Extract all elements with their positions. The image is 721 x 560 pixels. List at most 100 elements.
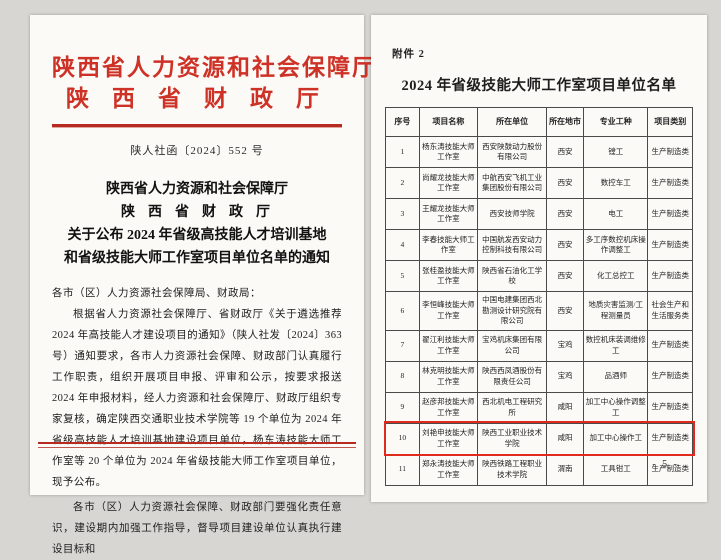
notice-page: 陕西省人力资源和社会保障厅 陕西省财政厅 陕人社函〔2024〕552 号 陕西省… (30, 15, 377, 555)
document-title-line1: 陕西省人力资源和社会保障厅 (106, 182, 288, 197)
cell-unit: 西安陕鼓动力股份有限公司 (477, 136, 548, 168)
cell-no: 5 (385, 260, 420, 292)
cell-trade: 电工 (582, 198, 649, 230)
cell-name: 郑永涛技能大师工作室 (418, 453, 479, 486)
cell-city: 西安 (546, 229, 584, 261)
table-row: 4 李春技能大师工作室 中国航发西安动力控制科技有限公司 西安 多工序数控机床操作调整工… (385, 229, 693, 261)
cell-category: 社会生产和生活服务类 (647, 291, 693, 331)
table-row: 1 杨东涛技能大师工作室 西安陕鼓动力股份有限公司 西安 镗工 生产制造类 (385, 136, 693, 168)
cell-no: 2 (385, 167, 420, 199)
cell-category: 生产制造类 (647, 329, 693, 362)
cell-trade: 多工序数控机床操作调整工 (582, 229, 649, 261)
table-header-row: 序号 项目名称 所在单位 所在地市 专业工种 项目类别 (385, 107, 693, 137)
cell-no: 9 (385, 391, 420, 424)
cell-category: 生产制造类 (647, 453, 693, 486)
letterhead-rule (52, 124, 342, 127)
cell-no: 11 (385, 453, 420, 486)
cell-unit: 陕西西凤酒股份有限责任公司 (477, 360, 548, 393)
cell-trade: 工具钳工 (582, 453, 649, 486)
cell-unit: 中国航发西安动力控制科技有限公司 (477, 229, 548, 261)
cell-name: 尚耀龙技能大师工作室 (418, 167, 479, 199)
cell-unit: 陕西铁路工程职业技术学院 (477, 453, 548, 486)
cell-trade: 品酒师 (582, 360, 649, 393)
document-number: 陕人社函〔2024〕552 号 (130, 145, 264, 157)
cell-name: 翟江利技能大师工作室 (418, 329, 479, 362)
cell-name: 刘艳申技能大师工作室 (418, 422, 479, 455)
cell-city: 咸阳 (546, 391, 584, 424)
cell-trade: 化工总控工 (582, 260, 649, 292)
cell-category: 生产制造类 (647, 260, 693, 292)
cell-city: 西安 (546, 198, 584, 230)
cell-no: 1 (385, 136, 420, 168)
cell-no: 4 (385, 229, 420, 261)
cell-name: 李恒峰技能大师工作室 (418, 291, 479, 331)
cell-category: 生产制造类 (647, 167, 693, 199)
cell-name: 杨东涛技能大师工作室 (418, 136, 479, 168)
footer-rule (38, 442, 356, 448)
body-paragraph-2: 各市（区）人力资源社会保障、财政部门要强化责任意识，建设期内加强工作指导，督导项… (52, 502, 342, 555)
attachment-page: 附件 2 2024 年省级技能大师工作室项目单位名单 序号 项目名称 所在单位 所在地… (371, 15, 707, 502)
column-header: 项目名称 (418, 107, 479, 137)
table-row: 2 尚耀龙技能大师工作室 中航西安飞机工业集团股份有限公司 西安 数控车工 生产制造类 (385, 167, 693, 199)
attachment-label: 附件 2 (392, 49, 425, 60)
column-header: 专业工种 (582, 107, 649, 137)
page-number: - 5 - (652, 459, 679, 470)
letterhead: 陕西省人力资源和社会保障厅 陕西省财政厅 (52, 53, 377, 115)
letterhead-line1: 陕西省人力资源和社会保障厅 (52, 55, 377, 80)
cell-no: 3 (385, 198, 420, 230)
cell-name: 林克明技能大师工作室 (418, 360, 479, 393)
cell-trade: 镗工 (582, 136, 649, 168)
cell-city: 宝鸡 (546, 329, 584, 362)
document-title-line3: 关于公布 2024 年省级高技能人才培训基地 (67, 228, 327, 243)
table-row: 3 王耀龙技能大师工作室 西安技师学院 西安 电工 生产制造类 (385, 198, 693, 230)
cell-city: 西安 (546, 167, 584, 199)
salutation: 各市（区）人力资源社会保障局、财政局： (52, 288, 261, 299)
scanned-document: 陕西省人力资源和社会保障厅 陕西省财政厅 陕人社函〔2024〕552 号 陕西省… (30, 15, 707, 555)
cell-trade: 数控车工 (582, 167, 649, 199)
column-header: 项目类别 (647, 107, 693, 137)
cell-unit: 中国电建集团西北勘测设计研究院有限公司 (477, 291, 548, 331)
cell-city: 西安 (546, 260, 584, 292)
cell-city: 宝鸡 (546, 360, 584, 393)
table-row: 11 郑永涛技能大师工作室 陕西铁路工程职业技术学院 渭南 工具钳工 生产制造类 (385, 453, 693, 486)
cell-trade: 数控机床装调维修工 (582, 329, 649, 362)
table-row: 5 张桂盈技能大师工作室 陕西省石油化工学校 西安 化工总控工 生产制造类 (385, 260, 693, 292)
cell-trade: 地质灾害监测/工程测量员 (582, 291, 649, 331)
cell-category: 生产制造类 (647, 229, 693, 261)
document-title-line2: 陕西省财政厅 (121, 205, 283, 220)
cell-city: 西安 (546, 291, 584, 331)
cell-city: 咸阳 (546, 422, 584, 455)
cell-no: 8 (385, 360, 420, 393)
cell-name: 王耀龙技能大师工作室 (418, 198, 479, 230)
cell-no: 10 (385, 422, 420, 455)
cell-no: 6 (385, 291, 420, 331)
document-title: 陕西省人力资源和社会保障厅 陕西省财政厅 关于公布 2024 年省级高技能人才培… (52, 178, 342, 270)
cell-category: 生产制造类 (647, 391, 693, 424)
cell-category: 生产制造类 (647, 360, 693, 393)
cell-unit: 西北机电工程研究所 (477, 391, 548, 424)
cell-trade: 加工中心操作工 (582, 422, 649, 455)
cell-category: 生产制造类 (647, 198, 693, 230)
table-row: 9 赵彦邦技能大师工作室 西北机电工程研究所 咸阳 加工中心操作调整工 生产制造类 (385, 391, 693, 424)
cell-city: 渭南 (546, 453, 584, 486)
cell-unit: 中航西安飞机工业集团股份有限公司 (477, 167, 548, 199)
cell-city: 西安 (546, 136, 584, 168)
cell-category: 生产制造类 (647, 422, 693, 455)
table-row-highlighted: 10 刘艳申技能大师工作室 陕西工业职业技术学院 咸阳 加工中心操作工 生产制造类 (383, 421, 695, 456)
cell-unit: 陕西工业职业技术学院 (477, 422, 548, 455)
document-title-line4: 和省级技能大师工作室项目单位名单的通知 (64, 251, 330, 266)
cell-unit: 陕西省石油化工学校 (477, 260, 548, 292)
workshop-roster-table: 序号 项目名称 所在单位 所在地市 专业工种 项目类别 1 杨东涛技能大师工作室 西安陕鼓动力… (383, 107, 695, 486)
column-header: 所在单位 (477, 107, 548, 137)
cell-name: 赵彦邦技能大师工作室 (418, 391, 479, 424)
cell-unit: 宝鸡机床集团有限公司 (477, 329, 548, 362)
cell-name: 李春技能大师工作室 (418, 229, 479, 261)
column-header: 序号 (385, 107, 420, 137)
cell-name: 张桂盈技能大师工作室 (418, 260, 479, 292)
body-paragraph-1: 根据省人力资源社会保障厅、省财政厅《关于遴选推荐 2024 年高技能人才建设项目… (52, 309, 342, 488)
column-header: 所在地市 (546, 107, 584, 137)
cell-unit: 西安技师学院 (477, 198, 548, 230)
cell-trade: 加工中心操作调整工 (582, 391, 649, 424)
cell-no: 7 (385, 329, 420, 362)
cell-category: 生产制造类 (647, 136, 693, 168)
